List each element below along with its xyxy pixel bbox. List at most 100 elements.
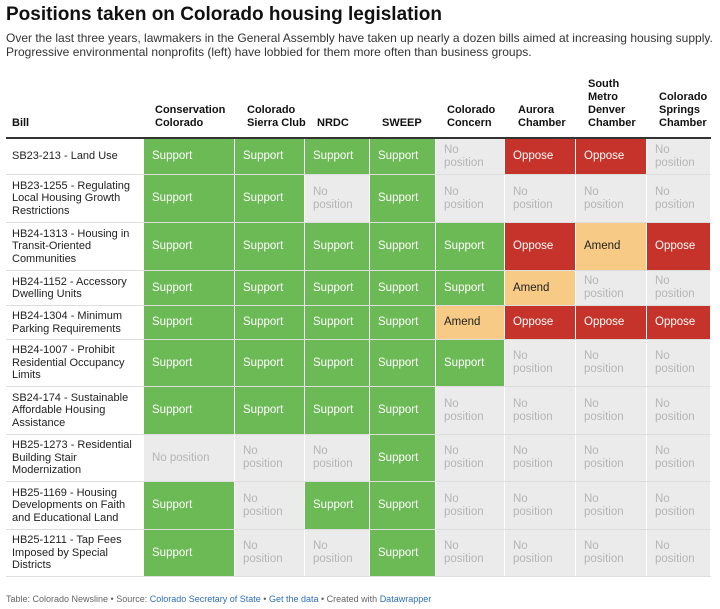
position-cell: No position [436,139,505,174]
bill-name: SB23-213 - Land Use [12,150,118,163]
position-cell: No position [576,530,647,576]
position-cell: Support [235,139,305,174]
position-cell: No position [647,175,711,222]
position-cell: Support [370,271,436,305]
position-cell: No position [647,530,711,576]
positions-table: Bill Conservation Colorado Colorado Sierr… [6,70,711,577]
position-cell: Support [370,340,436,386]
position-cell: Support [305,340,370,386]
table-row: SB24-174 - Sustainable Affordable Housin… [6,387,711,435]
position-cell: Amend [576,223,647,270]
position-cell: No position [436,530,505,576]
position-cell: No position [505,340,576,386]
bill-name: HB24-1313 - Housing in Transit-Oriented … [12,227,130,265]
position-cell: No position [505,435,576,481]
position-cell: No position [305,175,370,222]
position-cell: Support [305,482,370,529]
position-cell: No position [505,482,576,529]
source-link[interactable]: Colorado Secretary of State [149,594,261,604]
position-cell: No position [576,482,647,529]
position-cell: No position [647,482,711,529]
chart-title: Positions taken on Colorado housing legi… [6,4,442,25]
bill-name: HB23-1255 - Regulating Local Housing Gro… [12,179,131,217]
table-row: HB25-1273 - Residential Building Stair M… [6,435,711,482]
position-cell: No position [576,340,647,386]
position-cell: Support [235,175,305,222]
position-cell: Oppose [576,139,647,174]
position-cell: Oppose [576,306,647,339]
position-cell: Support [436,223,505,270]
header-column: Colorado Sierra Club [247,104,306,129]
position-cell: No position [505,175,576,222]
position-cell: Support [144,139,235,174]
position-cell: No position [647,139,711,174]
header-bill: Bill [12,117,30,129]
datawrapper-link[interactable]: Datawrapper [379,594,432,604]
position-cell: Support [370,223,436,270]
header-column: South Metro Denver Chamber [588,78,636,129]
position-cell: No position [505,530,576,576]
header-column: SWEEP [382,117,422,129]
position-cell: Amend [436,306,505,339]
position-cell: Amend [505,271,576,305]
bill-name: HB24-1304 - Minimum Parking Requirements [12,310,123,335]
table-row: HB24-1152 - Accessory Dwelling Units Supp… [6,271,711,306]
position-cell: Support [144,306,235,339]
bill-name: HB25-1211 - Tap Fees Imposed by Special … [12,534,122,572]
position-cell: Support [370,387,436,434]
position-cell: No position [235,482,305,529]
position-cell: Support [436,271,505,305]
position-cell: No position [647,435,711,481]
position-cell: Support [436,340,505,386]
position-cell: No position [436,482,505,529]
position-cell: No position [647,271,711,305]
position-cell: No position [647,387,711,434]
table-body: SB23-213 - Land Use Support Support Support… [6,139,711,577]
position-cell: No position [576,435,647,481]
position-cell: Oppose [505,139,576,174]
table-row: HB25-1169 - Housing Developments on Fait… [6,482,711,530]
position-cell: Support [235,271,305,305]
position-cell: Oppose [505,223,576,270]
position-cell: Support [144,530,235,576]
get-data-link[interactable]: Get the data [268,594,319,604]
footer-separator: • [260,594,269,604]
bill-name: HB25-1169 - Housing Developments on Fait… [12,486,126,524]
table-row: HB23-1255 - Regulating Local Housing Gro… [6,175,711,223]
position-cell: No position [576,387,647,434]
bill-name: SB24-174 - Sustainable Affordable Housin… [12,391,129,429]
footer-created-with: • Created with [318,594,380,604]
footer: Table: Colorado Newsline • Source: Color… [6,594,431,604]
position-cell: Oppose [647,223,711,270]
header-column: Colorado Concern [447,104,496,129]
position-cell: Support [144,482,235,529]
position-cell: Support [144,340,235,386]
position-cell: No position [436,435,505,481]
position-cell: Support [305,223,370,270]
position-cell: Support [144,387,235,434]
position-cell: Support [144,271,235,305]
header-column: Aurora Chamber [518,104,566,129]
position-cell: Oppose [647,306,711,339]
position-cell: No position [305,530,370,576]
position-cell: No position [436,175,505,222]
position-cell: Support [370,139,436,174]
bill-name: HB25-1273 - Residential Building Stair M… [12,439,132,477]
table-header: Bill Conservation Colorado Colorado Sierr… [6,70,711,139]
footer-credit: Table: Colorado Newsline • Source: [6,594,150,604]
position-cell: Oppose [505,306,576,339]
table-row: HB24-1313 - Housing in Transit-Oriented … [6,223,711,271]
position-cell: No position [235,530,305,576]
position-cell: Support [235,223,305,270]
position-cell: Support [305,139,370,174]
position-cell: No position [647,340,711,386]
header-column: Colorado Springs Chamber [659,91,708,129]
position-cell: No position [235,435,305,481]
position-cell: Support [305,271,370,305]
position-cell: Support [370,482,436,529]
position-cell: Support [305,387,370,434]
position-cell: Support [144,175,235,222]
bill-name: HB24-1007 - Prohibit Residential Occupan… [12,344,125,382]
header-column: NRDC [317,117,349,129]
table-row: SB23-213 - Land Use Support Support Support… [6,139,711,175]
